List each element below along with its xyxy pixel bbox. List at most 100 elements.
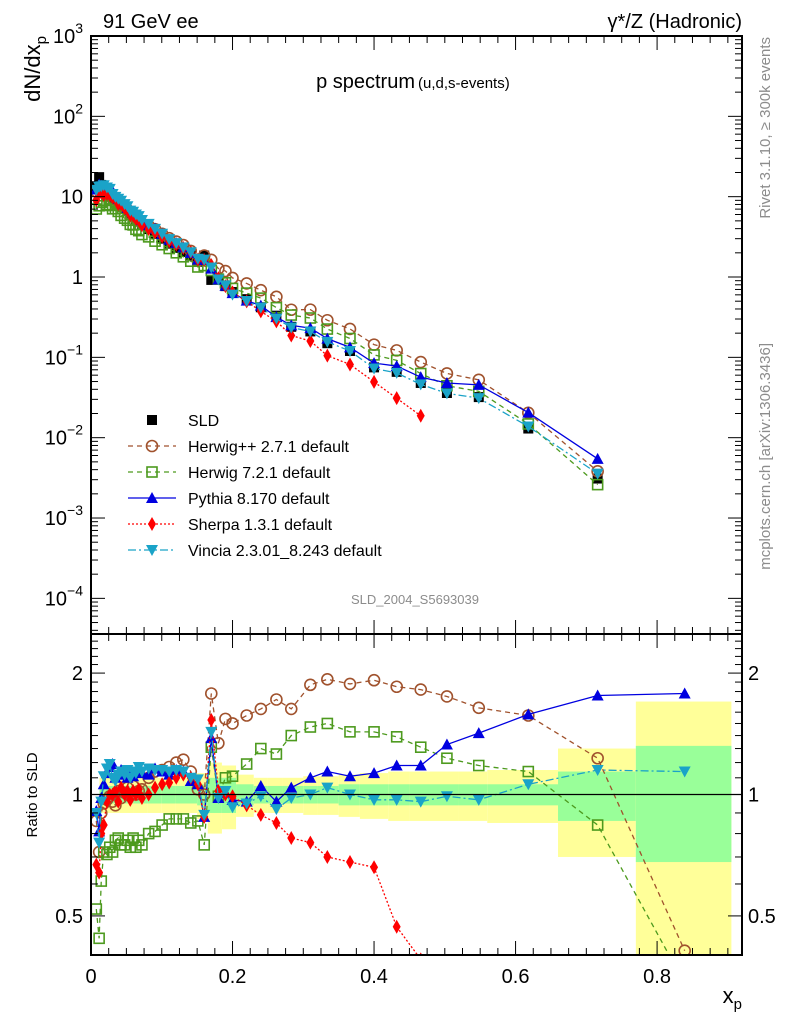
ratio-point-sherpa-1-3-1-default bbox=[114, 794, 123, 809]
ratio-point-herwig-2-7-1-default bbox=[270, 693, 283, 706]
mcplots-label: mcplots.cern.ch [arXiv:1306.3436] bbox=[757, 343, 774, 570]
legend-marker-sherpa-1-3-1-default bbox=[148, 517, 156, 531]
ratio-point-pythia-8-170-default bbox=[270, 795, 283, 807]
x-tick-label: 0.8 bbox=[643, 966, 671, 988]
main-point-vincia-2-3-01-8-243-default bbox=[163, 234, 176, 246]
ratio-point-sherpa-1-3-1-default bbox=[165, 775, 174, 790]
main-point-vincia-2-3-01-8-243-default bbox=[170, 238, 183, 250]
main-line-pythia-8-170-default bbox=[95, 183, 599, 460]
ratio-point-pythia-8-170-default bbox=[414, 759, 427, 771]
ratio-point-herwig-7-2-1-default bbox=[163, 813, 175, 825]
ratio-point-herwig-7-2-1-default bbox=[304, 721, 317, 733]
analysis-label: SLD_2004_S5693039 bbox=[351, 592, 479, 607]
ratio-point-pythia-8-170-default bbox=[321, 765, 334, 777]
ratio-y-tick-label-right: 0.5 bbox=[748, 906, 776, 928]
ratio-point-pythia-8-170-default bbox=[522, 708, 535, 720]
main-point-herwig-2-7-1-default bbox=[321, 313, 334, 327]
main-point-vincia-2-3-01-8-243-default bbox=[440, 388, 453, 400]
plot-subtitle: (u,d,s-events) bbox=[418, 75, 510, 92]
ratio-point-vincia-2-3-01-8-243-default bbox=[163, 766, 176, 778]
main-point-herwig-2-7-1-default bbox=[304, 303, 317, 316]
ratio-point-sherpa-1-3-1-default bbox=[306, 835, 315, 850]
main-point-sherpa-1-3-1-default bbox=[345, 357, 354, 372]
ratio-point-herwig-7-2-1-default bbox=[368, 726, 380, 738]
ratio-point-herwig-2-7-1-default bbox=[472, 701, 486, 715]
stat-uncertainty-band bbox=[635, 745, 732, 863]
top-right-label: γ*/Z (Hadronic) bbox=[608, 11, 742, 33]
ratio-point-herwig-7-2-1-default bbox=[93, 932, 105, 945]
ratio-y-tick-label: 1 bbox=[72, 785, 83, 807]
plot-title: p spectrum bbox=[316, 71, 415, 93]
legend-marker-pythia-8-170-default bbox=[146, 492, 158, 503]
ratio-point-herwig-7-2-1-default bbox=[591, 819, 604, 831]
ratio-point-pythia-8-170-default bbox=[343, 770, 356, 782]
ratio-point-herwig-7-2-1-default bbox=[170, 813, 183, 825]
ratio-point-vincia-2-3-01-8-243-default bbox=[191, 774, 204, 786]
main-point-vincia-2-3-01-8-243-default bbox=[254, 302, 267, 314]
ratio-point-vincia-2-3-01-8-243-default bbox=[285, 793, 298, 805]
ratio-point-sherpa-1-3-1-default bbox=[151, 780, 160, 795]
ratio-line-herwig-2-7-1-default bbox=[95, 678, 686, 951]
main-point-vincia-2-3-01-8-243-default bbox=[177, 242, 190, 254]
ratio-point-herwig-2-7-1-default bbox=[254, 702, 268, 716]
ratio-point-sherpa-1-3-1-default bbox=[172, 770, 181, 785]
ratio-point-herwig-7-2-1-default bbox=[390, 731, 403, 743]
main-point-vincia-2-3-01-8-243-default bbox=[226, 289, 239, 301]
main-point-herwig-2-7-1-default bbox=[240, 277, 253, 290]
main-point-sld bbox=[206, 274, 217, 285]
main-point-vincia-2-3-01-8-243-default bbox=[156, 228, 169, 240]
ratio-point-herwig-7-2-1-default bbox=[226, 770, 239, 783]
ratio-point-pythia-8-170-default bbox=[368, 767, 381, 779]
main-point-herwig-7-2-1-default bbox=[680, 0, 690, 10]
ratio-point-herwig-7-2-1-default bbox=[184, 817, 197, 829]
legend-label: SLD bbox=[188, 413, 219, 430]
ratio-point-pythia-8-170-default bbox=[304, 771, 317, 783]
main-point-vincia-2-3-01-8-243-default bbox=[390, 367, 403, 379]
ratio-point-pythia-8-170-default bbox=[678, 687, 691, 699]
y-axis-label: dN/dxp bbox=[20, 36, 50, 102]
main-point-herwig-2-7-1-default bbox=[343, 322, 357, 336]
ratio-point-sherpa-1-3-1-default bbox=[272, 815, 281, 830]
ratio-point-herwig-7-2-1-default bbox=[142, 827, 155, 840]
legend-label: Pythia 8.170 default bbox=[188, 491, 330, 508]
y-tick-label: 10−4 bbox=[45, 582, 83, 610]
main-point-sherpa-1-3-1-default bbox=[392, 391, 401, 406]
ratio-point-sherpa-1-3-1-default bbox=[207, 713, 216, 728]
x-tick-label: 0 bbox=[85, 966, 96, 988]
legend-marker-sld bbox=[147, 415, 157, 425]
main-point-vincia-2-3-01-8-243-default bbox=[184, 247, 197, 259]
ratio-point-vincia-2-3-01-8-243-default bbox=[368, 794, 381, 806]
ratio-point-herwig-7-2-1-default bbox=[106, 846, 119, 858]
ratio-point-vincia-2-3-01-8-243-default bbox=[205, 726, 218, 738]
main-point-sherpa-1-3-1-default bbox=[323, 348, 332, 363]
ratio-y-tick-label-right: 2 bbox=[748, 663, 759, 685]
main-point-vincia-2-3-01-8-243-default bbox=[219, 280, 232, 292]
ratio-point-herwig-7-2-1-default bbox=[285, 729, 298, 742]
main-point-sherpa-1-3-1-default bbox=[370, 374, 379, 389]
main-line-vincia-2-3-01-8-243-default bbox=[95, 184, 599, 475]
main-point-vincia-2-3-01-8-243-default bbox=[212, 274, 225, 286]
ratio-point-pythia-8-170-default bbox=[390, 759, 403, 771]
legend-marker-herwig-7-2-1-default bbox=[146, 466, 158, 478]
ratio-point-herwig-2-7-1-default bbox=[367, 673, 381, 687]
main-point-herwig-2-7-1-default bbox=[219, 264, 232, 278]
ratio-point-sherpa-1-3-1-default bbox=[392, 919, 401, 934]
ratio-point-vincia-2-3-01-8-243-default bbox=[678, 766, 691, 778]
ratio-point-vincia-2-3-01-8-243-default bbox=[93, 837, 106, 849]
ratio-point-vincia-2-3-01-8-243-default bbox=[219, 786, 232, 798]
main-point-vincia-2-3-01-8-243-default bbox=[472, 393, 485, 405]
ratio-point-sherpa-1-3-1-default bbox=[323, 849, 332, 864]
ratio-point-sherpa-1-3-1-default bbox=[345, 855, 354, 870]
main-point-vincia-2-3-01-8-243-default bbox=[522, 421, 535, 433]
ratio-point-pythia-8-170-default bbox=[591, 689, 604, 701]
ratio-point-vincia-2-3-01-8-243-default bbox=[414, 796, 427, 808]
main-point-vincia-2-3-01-8-243-default bbox=[135, 214, 148, 226]
main-point-vincia-2-3-01-8-243-default bbox=[198, 254, 211, 266]
ratio-point-herwig-2-7-1-default bbox=[414, 683, 428, 696]
y-tick-label: 10 bbox=[61, 187, 83, 209]
ratio-point-pythia-8-170-default bbox=[440, 738, 453, 750]
main-point-vincia-2-3-01-8-243-default bbox=[343, 345, 356, 357]
ratio-point-sherpa-1-3-1-default bbox=[228, 789, 237, 804]
ratio-point-herwig-7-2-1-default bbox=[255, 742, 267, 755]
